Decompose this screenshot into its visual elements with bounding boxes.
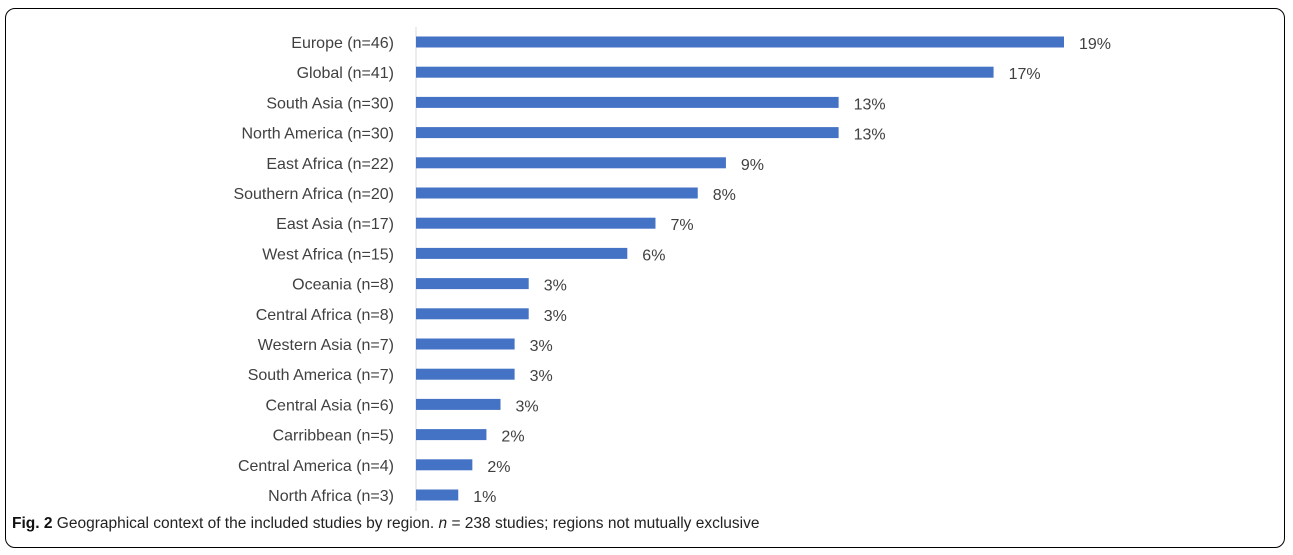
value-label: 1% — [473, 489, 496, 506]
category-label: North America (n=30) — [241, 126, 394, 143]
value-label: 6% — [642, 247, 665, 264]
value-label: 7% — [670, 217, 693, 234]
category-label: North Africa (n=3) — [268, 488, 394, 505]
bar — [416, 66, 994, 78]
bar — [416, 157, 726, 169]
bar — [416, 96, 839, 108]
bar — [416, 278, 529, 290]
bar — [416, 398, 501, 410]
category-label: Central Asia (n=6) — [265, 397, 394, 414]
caption-text-after: = 238 studies; regions not mutually excl… — [447, 515, 760, 532]
caption-n-symbol: n — [438, 515, 448, 532]
value-label: 8% — [713, 187, 736, 204]
caption-figure-label: Fig. 2 — [12, 515, 53, 532]
bar — [416, 247, 628, 259]
category-label: Central Africa (n=8) — [256, 307, 394, 324]
value-label: 2% — [487, 459, 510, 476]
bar — [416, 429, 487, 441]
value-label: 9% — [741, 157, 764, 174]
figure-caption: Fig. 2 Geographical context of the inclu… — [12, 515, 759, 533]
bar — [416, 459, 473, 471]
category-label: Central America (n=4) — [238, 458, 394, 475]
value-label: 2% — [501, 429, 524, 446]
bar — [416, 338, 515, 350]
value-label: 3% — [530, 338, 553, 355]
bar — [416, 127, 839, 139]
category-label: Global (n=41) — [297, 65, 394, 82]
value-label: 17% — [1009, 66, 1041, 83]
category-label: Carribbean (n=5) — [273, 428, 394, 445]
category-label: South America (n=7) — [248, 367, 394, 384]
category-label: Oceania (n=8) — [292, 277, 394, 294]
bar-chart: Europe (n=46) Global (n=41) South Asia (n=… — [233, 27, 1111, 511]
category-label: West Africa (n=15) — [262, 246, 394, 263]
value-label: 3% — [516, 398, 539, 415]
category-label: Southern Africa (n=20) — [233, 186, 394, 203]
category-label: East Asia (n=17) — [276, 216, 394, 233]
bar — [416, 308, 529, 320]
bar — [416, 217, 656, 229]
value-label: 3% — [544, 308, 567, 325]
bar — [416, 368, 515, 380]
value-label: 13% — [854, 127, 886, 144]
category-label: Western Asia (n=7) — [258, 337, 394, 354]
category-labels-group: Europe (n=46) Global (n=41) South Asia (n=… — [233, 35, 394, 505]
value-labels-group: 19% 17% 13% 13% 9% 8% 7% 6% 3% 3% 3% 3% 3% 2% 2% 1% — [473, 36, 1111, 506]
value-label: 19% — [1079, 36, 1111, 53]
bars-group — [416, 36, 1064, 501]
bar — [416, 489, 459, 501]
bar — [416, 36, 1064, 48]
bar — [416, 187, 698, 199]
caption-text-before: Geographical context of the included stu… — [52, 515, 439, 532]
value-label: 3% — [530, 368, 553, 385]
category-label: East Africa (n=22) — [266, 156, 394, 173]
value-label: 13% — [854, 96, 886, 113]
category-label: South Asia (n=30) — [266, 95, 394, 112]
category-label: Europe (n=46) — [291, 35, 394, 52]
value-label: 3% — [544, 278, 567, 295]
